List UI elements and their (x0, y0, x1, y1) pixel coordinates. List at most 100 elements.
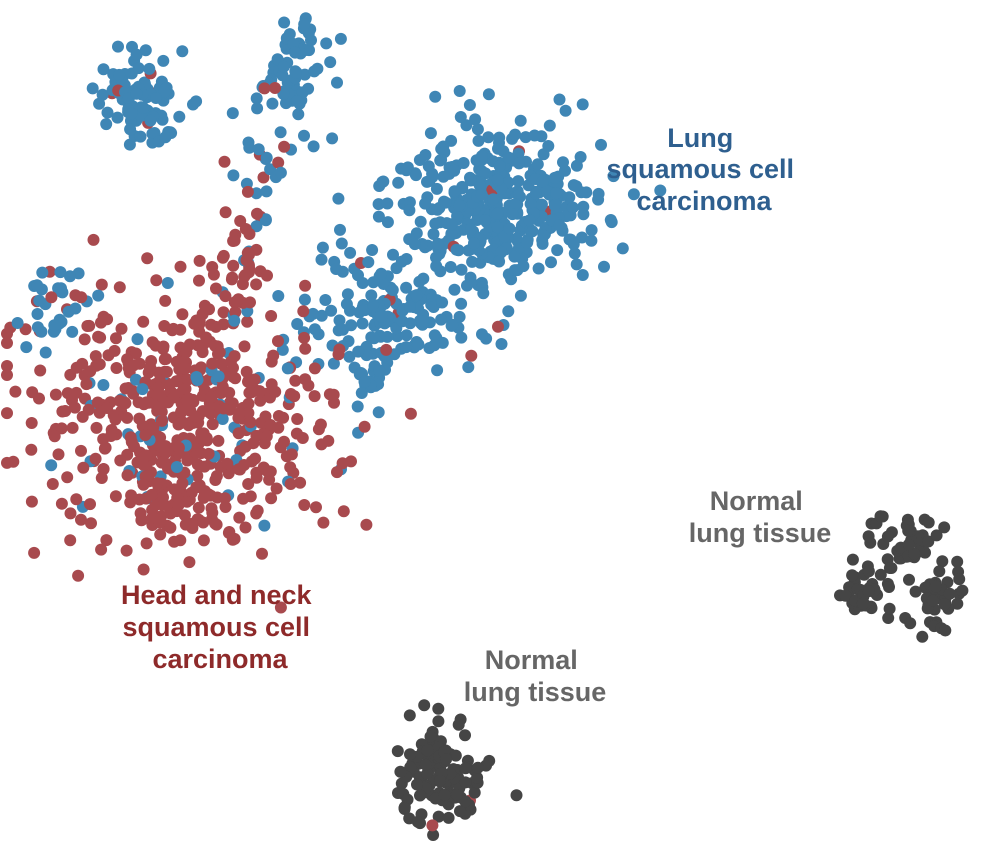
point-lung-scc (298, 68, 311, 81)
point-lung-scc (298, 129, 310, 142)
point-lung-scc (97, 63, 110, 76)
point-lung-scc (445, 227, 458, 240)
point-lung-scc (482, 88, 495, 101)
point-lung-scc (291, 95, 304, 108)
point-hnscc (193, 254, 206, 267)
point-lung-scc (333, 314, 346, 327)
point-lung-scc (335, 237, 348, 250)
point-lung-scc (92, 289, 105, 302)
scatter-points (1, 12, 969, 841)
point-hnscc (170, 505, 183, 518)
point-normal (908, 547, 920, 560)
point-normal (881, 530, 894, 543)
point-lung-scc (330, 263, 343, 275)
point-normal (411, 778, 423, 791)
point-lung-scc (366, 244, 379, 256)
point-hnscc (228, 350, 241, 363)
point-lung-scc (381, 330, 394, 343)
point-hnscc (133, 493, 146, 506)
point-lung-scc (475, 188, 488, 201)
point-normal (429, 792, 442, 805)
point-lung-scc (453, 199, 466, 212)
point-lung-scc (392, 176, 405, 189)
point-lung-scc (535, 198, 548, 211)
point-lung-scc (358, 375, 371, 388)
point-lung-scc (570, 258, 583, 271)
point-lung-scc (477, 287, 490, 300)
point-lung-scc (334, 32, 347, 45)
point-lung-scc (493, 255, 506, 268)
point-lung-scc (568, 247, 581, 260)
point-lung-scc (250, 92, 263, 105)
point-normal (421, 744, 434, 757)
point-normal (432, 715, 445, 728)
point-hnscc (26, 386, 39, 399)
point-lung-scc (585, 234, 598, 247)
point-lung-scc (543, 119, 556, 132)
point-hnscc (85, 517, 97, 530)
point-normal (442, 811, 455, 824)
point-hnscc (323, 388, 336, 401)
point-normal (903, 573, 915, 586)
point-normal (427, 829, 440, 841)
point-normal (902, 538, 915, 551)
point-hnscc (110, 332, 122, 345)
point-lung-scc (31, 279, 44, 292)
point-hnscc (1, 360, 13, 372)
point-lung-scc (341, 288, 354, 301)
point-hnscc (89, 452, 102, 465)
point-hnscc (198, 299, 211, 312)
point-hnscc (217, 402, 230, 415)
point-normal (922, 516, 935, 529)
point-hnscc (55, 422, 68, 435)
point-hnscc (158, 498, 171, 511)
point-hnscc (179, 518, 192, 531)
point-hnscc (87, 233, 100, 246)
point-lung-scc (429, 90, 442, 103)
point-hnscc (189, 410, 202, 423)
point-lung-scc (190, 95, 203, 108)
point-hnscc (75, 513, 87, 526)
point-hnscc (159, 446, 172, 459)
point-lung-scc (514, 289, 527, 302)
point-lung-scc (260, 151, 273, 164)
point-lung-scc (259, 214, 272, 227)
point-normal (839, 589, 852, 602)
point-hnscc (298, 499, 311, 511)
point-hnscc (193, 274, 205, 287)
point-lung-scc (513, 157, 525, 170)
label-normal-bottom-line-2: lung tissue (464, 677, 607, 707)
point-normal (930, 529, 943, 542)
point-hnscc (157, 340, 170, 353)
point-lung-scc (159, 131, 172, 144)
point-normal (451, 788, 463, 801)
point-lung-scc (585, 224, 598, 237)
point-hnscc (244, 296, 256, 309)
point-hnscc (130, 347, 142, 360)
point-lung-scc (446, 318, 459, 331)
label-hnscc-line-1: Head and neck (121, 580, 313, 610)
point-lung-scc (595, 138, 607, 151)
point-lung-scc (532, 262, 545, 275)
point-hnscc (244, 416, 257, 429)
point-normal (933, 565, 946, 578)
point-hnscc (308, 362, 321, 375)
point-lung-scc (445, 218, 458, 231)
point-lung-scc (512, 175, 525, 188)
point-lung-scc (566, 201, 579, 214)
point-hnscc (360, 518, 373, 531)
point-lung-scc (66, 325, 79, 338)
point-lung-scc (577, 200, 590, 213)
point-lung-scc (368, 332, 381, 345)
point-hnscc (75, 291, 88, 304)
point-lung-scc (144, 114, 157, 127)
point-lung-scc (111, 111, 124, 124)
point-lung-scc (493, 131, 506, 144)
point-hnscc (288, 390, 301, 403)
point-lung-scc (462, 361, 475, 374)
point-hnscc (277, 411, 290, 424)
point-hnscc (181, 394, 194, 407)
point-normal (951, 555, 964, 568)
point-lung-scc (45, 459, 58, 472)
point-lung-scc (381, 197, 394, 210)
